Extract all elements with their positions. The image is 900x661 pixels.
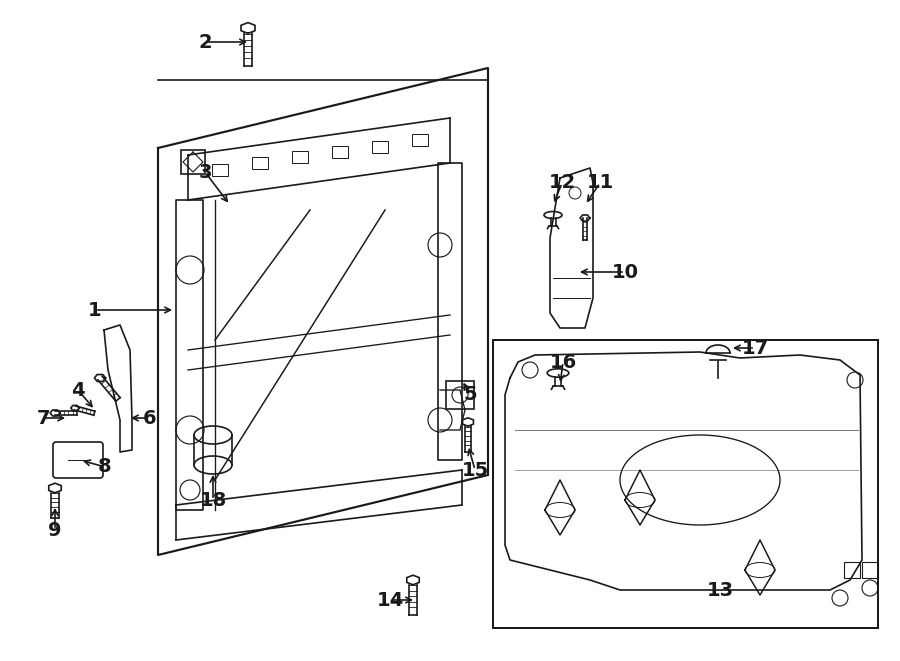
Text: 9: 9 [49, 520, 62, 539]
Text: 2: 2 [198, 32, 212, 52]
Text: 10: 10 [611, 262, 638, 282]
Bar [292, 151, 308, 163]
Text: 11: 11 [587, 173, 614, 192]
Bar [212, 164, 228, 176]
Text: 17: 17 [742, 338, 769, 358]
Text: 3: 3 [198, 163, 212, 182]
Bar [446, 381, 474, 409]
Text: 15: 15 [462, 461, 489, 479]
Bar [252, 157, 268, 169]
Text: 13: 13 [706, 580, 733, 600]
Text: 16: 16 [549, 352, 577, 371]
Text: 6: 6 [143, 408, 157, 428]
Text: 8: 8 [98, 457, 112, 477]
Bar [862, 562, 878, 578]
Text: 1: 1 [88, 301, 102, 319]
Bar [181, 150, 205, 174]
Text: 5: 5 [464, 385, 477, 405]
Bar [332, 146, 348, 158]
Text: 18: 18 [200, 490, 227, 510]
Text: 7: 7 [36, 408, 50, 428]
Text: 12: 12 [548, 173, 576, 192]
Text: 14: 14 [376, 590, 403, 609]
Bar [372, 141, 388, 153]
Bar [844, 562, 860, 578]
Text: 4: 4 [71, 381, 85, 399]
Bar [493, 340, 878, 628]
Bar [412, 134, 428, 146]
